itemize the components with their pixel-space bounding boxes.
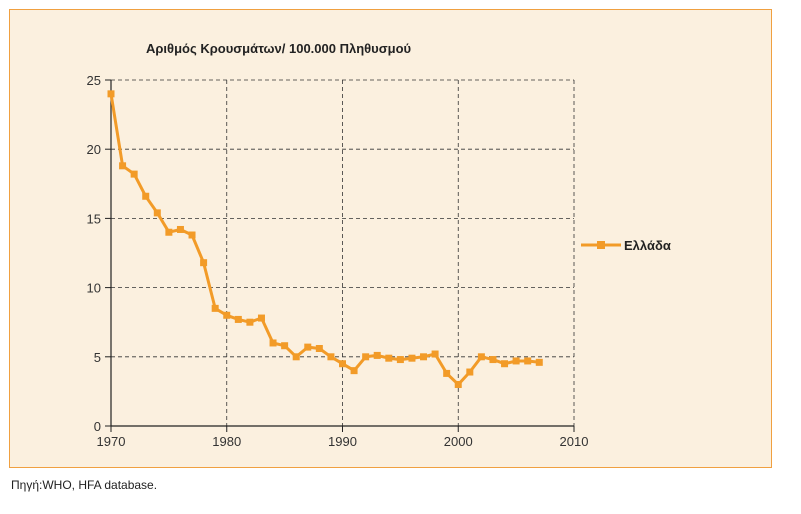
- data-point-1982: [246, 318, 254, 326]
- data-point-1973: [142, 192, 150, 200]
- data-point-2004: [501, 360, 509, 368]
- data-point-1998: [431, 350, 439, 358]
- series-layer: [107, 90, 543, 388]
- legend-label-ellada: Ελλάδα: [624, 238, 671, 253]
- grid-layer: [111, 79, 575, 426]
- data-point-1971: [119, 162, 127, 170]
- y-tick-label-0: 0: [94, 419, 101, 434]
- x-tick-label-1990: 1990: [328, 434, 357, 449]
- x-tick-label-2000: 2000: [444, 434, 473, 449]
- data-point-1991: [350, 367, 358, 375]
- data-point-1994: [385, 354, 393, 362]
- chart-panel: [9, 9, 772, 468]
- y-tick-label-10: 10: [87, 281, 101, 296]
- data-point-1988: [315, 344, 323, 352]
- data-point-1981: [234, 315, 242, 323]
- data-point-1978: [200, 259, 208, 267]
- data-point-1983: [257, 314, 265, 322]
- data-point-1987: [304, 343, 312, 351]
- data-point-1992: [362, 353, 370, 361]
- data-point-1984: [269, 339, 277, 347]
- data-point-1976: [176, 225, 184, 233]
- data-point-2006: [524, 357, 532, 365]
- data-point-1985: [281, 342, 289, 350]
- data-point-1979: [211, 304, 219, 312]
- data-point-1997: [420, 353, 428, 361]
- x-tick-label-1980: 1980: [212, 434, 241, 449]
- data-point-1975: [165, 228, 173, 236]
- data-point-2003: [489, 356, 497, 364]
- data-point-1974: [153, 209, 161, 217]
- data-point-2001: [466, 368, 474, 376]
- data-point-1972: [130, 170, 138, 178]
- legend: Ελλάδα: [581, 238, 671, 253]
- data-point-1986: [292, 353, 300, 361]
- axis-layer: 0 5 10 15 20 25 1970 1980 1990 2000 2010: [87, 73, 589, 449]
- series-line-0: [109, 93, 540, 386]
- x-tick-label-1970: 1970: [97, 434, 126, 449]
- chart-title: Αριθμός Κρουσμάτων/ 100.000 Πληθυσμού: [146, 41, 412, 56]
- data-point-2007: [535, 358, 543, 366]
- x-tick-label-2010: 2010: [560, 434, 589, 449]
- data-point-1996: [408, 354, 416, 362]
- data-point-2000: [454, 380, 462, 388]
- y-tick-label-25: 25: [87, 73, 101, 88]
- y-tick-label-5: 5: [94, 350, 101, 365]
- data-point-1990: [339, 360, 346, 368]
- legend-marker-swatch: [597, 241, 605, 249]
- y-tick-label-20: 20: [87, 142, 101, 157]
- data-point-1993: [373, 351, 381, 359]
- data-point-1970: [107, 90, 115, 98]
- data-point-1995: [396, 356, 404, 364]
- data-point-1980: [223, 311, 231, 319]
- source-note: Πηγή:WHO, HFA database.: [11, 478, 158, 492]
- data-point-2002: [477, 353, 485, 361]
- data-point-2005: [512, 357, 520, 365]
- y-tick-label-15: 15: [87, 211, 101, 226]
- data-point-1977: [188, 231, 196, 239]
- data-point-1989: [327, 353, 335, 361]
- data-point-1999: [443, 369, 451, 377]
